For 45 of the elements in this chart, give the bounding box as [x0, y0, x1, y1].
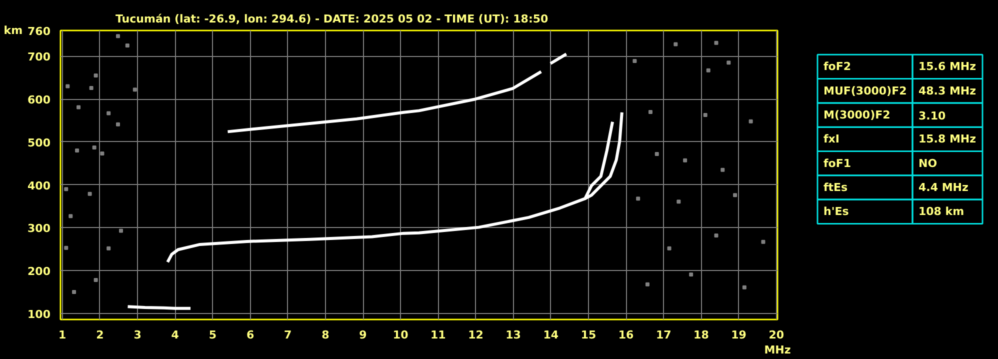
x-axis-title: MHz [764, 344, 791, 356]
x-tick-label: 3 [134, 328, 142, 342]
text: ftEs [824, 180, 848, 194]
x-tick-label: 4 [171, 328, 180, 342]
x-tick-label: 2 [96, 328, 104, 342]
x-tick-label: 5 [208, 328, 217, 342]
y-tick-label: 500 [28, 136, 51, 150]
y-axis-title: km [4, 24, 23, 37]
text: 15.8 MHz [918, 132, 976, 146]
text: M(3000)F2 [824, 108, 890, 122]
x-tick-label: 17 [656, 328, 672, 342]
x-tick-label: 15 [580, 328, 596, 342]
y-tick-label: 600 [28, 94, 51, 107]
text: MUF(3000)F2 [824, 84, 907, 98]
y-tick-label: 100 [28, 308, 51, 321]
x-tick-label: 8 [322, 328, 330, 342]
y-tick-label: 300 [28, 222, 51, 236]
x-tick-label: 12 [468, 328, 484, 342]
x-tick-label: 11 [430, 328, 446, 342]
x-tick-label: 14 [543, 328, 559, 342]
text: 108 km [918, 205, 964, 218]
text: 48.3 MHz [918, 84, 976, 98]
x-tick-label: 7 [284, 328, 292, 342]
text: 15.6 MHz [918, 60, 976, 74]
chart-title: Tucumán (lat: -26.9, lon: 294.6) - DATE: 2025 05 02 - TIME (UT): 18:50 [116, 12, 548, 26]
text: h'Es [824, 205, 850, 218]
y-tick-label: 400 [28, 179, 51, 192]
x-tick-label: 1 [58, 328, 66, 342]
text: foF2 [824, 60, 852, 74]
text: 4.4 MHz [918, 180, 968, 194]
text: 3.10 [918, 110, 946, 123]
x-tick-label: 20 [768, 328, 784, 342]
y-tick-label: 760 [28, 25, 51, 38]
x-tick-label: 10 [392, 328, 409, 342]
x-tick-label: 16 [618, 328, 634, 342]
x-tick-label: 13 [506, 328, 521, 342]
y-tick-label: 700 [28, 50, 51, 64]
x-tick-label: 18 [694, 328, 709, 342]
y-tick-label: 200 [28, 265, 51, 278]
text: foF1 [824, 156, 852, 170]
x-tick-label: 6 [246, 328, 254, 342]
text: NO [918, 156, 938, 170]
x-tick-label: 19 [731, 328, 746, 342]
x-tick-label: 9 [359, 328, 367, 342]
text: fxI [824, 132, 840, 146]
